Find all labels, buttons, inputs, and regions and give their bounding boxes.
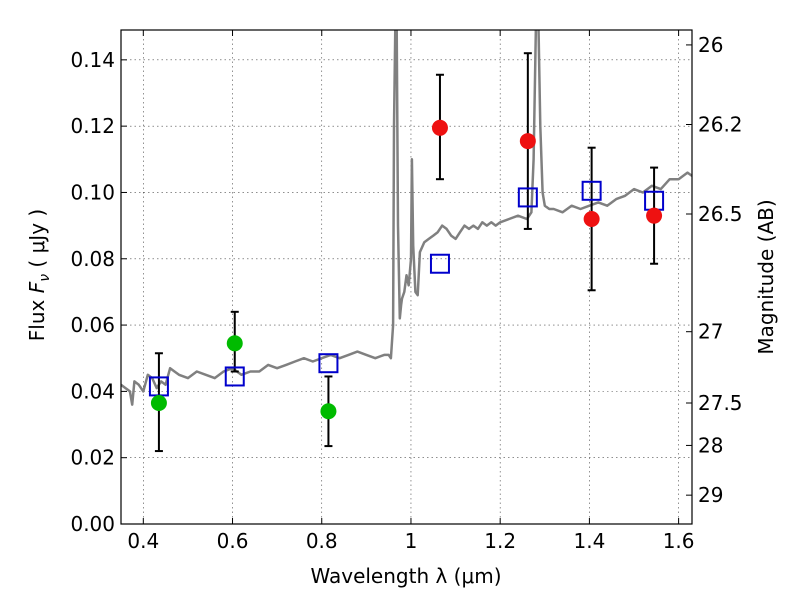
y-tick-label: 0.10	[70, 180, 115, 204]
y-tick-label: 0.00	[70, 512, 115, 536]
x-tick-label: 1	[405, 529, 418, 553]
y2-axis-label: Magnitude (AB)	[754, 199, 778, 354]
optical-photometry-point	[150, 394, 167, 411]
x-tick-label: 0.8	[306, 529, 338, 553]
y-axis-label-suffix: ( μJy )	[25, 209, 49, 274]
y-tick-label: 0.06	[70, 313, 115, 337]
optical-photometry-point	[320, 403, 337, 420]
y-axis-ticks: 0.00 0.02 0.04 0.06 0.08 0.10 0.12 0.14	[70, 48, 127, 536]
y2-tick-label: 28	[698, 433, 723, 457]
model-photometry-square	[429, 253, 450, 274]
y2-axis-ticks: 26 26.2 26.5 27 27.5 28 29	[686, 33, 743, 507]
x-tick-label: 1.4	[573, 529, 605, 553]
y-axis-label: Flux Fν ( μJy )	[25, 209, 53, 341]
x-tick-label: 1.6	[663, 529, 695, 553]
y-axis-label-prefix: Flux	[25, 293, 49, 341]
y2-tick-label: 27	[698, 320, 723, 344]
nir-photometry-point	[583, 210, 600, 227]
y-axis-label-subscript: ν	[37, 274, 53, 282]
y-tick-label: 0.02	[70, 446, 115, 470]
x-axis-label: Wavelength λ (μm)	[310, 564, 501, 588]
y-tick-label: 0.14	[70, 48, 115, 72]
x-tick-label: 0.4	[127, 529, 159, 553]
model-photometry-square	[517, 187, 538, 208]
model-photometry-square	[581, 180, 602, 201]
spectrum-layer	[121, 30, 692, 406]
nir-photometry-point	[646, 207, 663, 224]
model-photometry-square	[318, 353, 339, 374]
y2-tick-label: 26	[698, 33, 723, 57]
nir-photometry-point	[519, 133, 536, 150]
marker-layer	[148, 119, 665, 420]
y-tick-label: 0.12	[70, 114, 115, 138]
x-tick-label: 1.2	[484, 529, 516, 553]
optical-photometry-point	[226, 335, 243, 352]
y-tick-label: 0.04	[70, 379, 115, 403]
model-photometry-square	[224, 366, 245, 387]
nir-photometry-point	[431, 119, 448, 136]
y-axis-label-symbol: F	[25, 281, 49, 293]
x-axis-ticks: 0.4 0.6 0.8 1 1.2 1.4 1.6	[127, 30, 695, 553]
y2-tick-label: 29	[698, 483, 723, 507]
spectrum-line	[121, 30, 692, 406]
y2-tick-label: 26.2	[698, 112, 743, 136]
y2-tick-label: 27.5	[698, 391, 743, 415]
y-tick-label: 0.08	[70, 247, 115, 271]
x-tick-label: 0.6	[217, 529, 249, 553]
y2-tick-label: 26.5	[698, 202, 743, 226]
plot-frame	[120, 29, 693, 525]
